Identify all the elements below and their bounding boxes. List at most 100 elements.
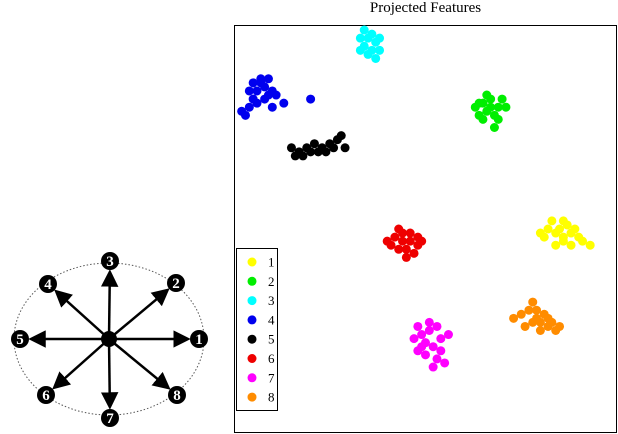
legend-label-4: 4 [268,312,275,327]
point-series-7-2 [424,326,434,335]
point-series-8-1 [516,309,526,319]
point-series-2-10 [493,114,503,124]
direction-node-5 [11,330,29,348]
direction-label-5: 5 [16,332,24,348]
point-series-7-8 [421,350,430,360]
legend-label-2: 2 [268,274,275,289]
point-series-6-2 [398,236,408,246]
direction-arrow-2 [108,288,170,340]
point-series-7-9 [432,354,442,364]
point-series-8-15 [532,313,542,323]
legend-label-6: 6 [268,351,275,366]
direction-label-4: 4 [44,277,52,293]
legend-box [236,248,278,411]
direction-arrow-6 [52,338,110,390]
point-series-5-3 [309,139,319,149]
legend-marker-5 [247,334,257,344]
legend-marker-1 [247,257,257,267]
point-series-8-12 [528,297,538,307]
point-series-5-11 [321,147,331,157]
direction-compass: 1 2 3 4 5 6 7 8 [11,252,208,427]
direction-arrow-8 [108,338,171,390]
point-series-3-0 [355,33,365,43]
point-series-6-5 [394,244,404,254]
direction-label-6: 6 [42,388,50,404]
point-series-1-13 [551,240,561,250]
point-series-8-9 [520,321,530,331]
point-series-4-11 [256,74,266,84]
point-series-2-6 [497,94,507,104]
direction-label-1: 1 [195,332,203,348]
point-series-4-8 [252,98,262,108]
point-series-6-7 [409,248,419,258]
point-series-2-13 [489,123,499,132]
legend-marker-4 [247,315,257,325]
legend-label-8: 8 [268,390,275,405]
point-series-1-14 [539,232,549,242]
point-series-4-18 [244,86,254,96]
point-series-4-17 [263,74,273,84]
point-series-1-10 [570,224,580,234]
point-series-4-12 [248,78,258,88]
point-series-4-5 [260,82,270,92]
point-series-2-9 [478,114,488,124]
direction-node-6 [37,386,55,404]
point-series-1-15 [566,240,576,250]
legend-label-3: 3 [268,293,275,308]
point-series-3-5 [375,33,385,43]
point-series-6-1 [390,232,400,242]
point-series-6-10 [405,228,415,238]
point-series-6-12 [401,252,411,262]
point-series-8-2 [524,305,534,315]
point-series-4-13 [240,110,250,120]
point-series-8-13 [543,313,553,323]
point-series-8-14 [555,321,565,331]
direction-arrow-3 [100,269,119,340]
point-series-6-14 [413,232,423,242]
legend-marker-2 [247,276,257,286]
point-series-5-8 [290,151,300,161]
legend-marker-3 [247,296,257,306]
legend-label-7: 7 [268,370,275,385]
point-series-7-16 [413,321,423,331]
point-series-7-5 [428,342,438,352]
direction-arrow-7 [100,338,119,410]
point-series-7-11 [428,362,438,372]
direction-label-8: 8 [173,388,181,404]
point-series-6-8 [386,240,396,250]
point-series-3-9 [375,45,385,55]
point-series-7-6 [436,346,446,356]
point-series-7-0 [409,334,419,344]
point-series-1-11 [578,236,588,246]
point-series-3-3 [367,29,377,39]
point-series-6-6 [401,244,411,254]
point-series-8-10 [535,326,545,335]
point-series-7-1 [417,330,427,340]
point-series-7-12 [417,342,427,352]
point-series-4-15 [267,102,277,112]
point-series-4-16 [306,94,316,104]
point-series-5-13 [336,131,346,141]
point-series-6-13 [394,224,404,234]
direction-node-2 [167,274,185,292]
direction-node-4 [39,275,57,293]
point-series-5-14 [306,147,316,157]
point-series-4-10 [271,90,281,100]
point-series-1-1 [543,224,553,234]
point-series-2-4 [482,106,492,116]
point-series-5-7 [340,143,350,153]
point-series-3-11 [359,25,369,35]
point-series-1-12 [585,240,595,250]
direction-label-3: 3 [106,254,114,270]
direction-label-7: 7 [106,411,114,427]
legend-marker-6 [247,354,257,363]
direction-node-7 [101,409,119,427]
point-series-2-14 [474,98,484,108]
chart-title: Projected Features [369,0,482,16]
point-series-5-10 [313,147,323,157]
direction-node-8 [168,386,186,404]
point-series-3-10 [355,45,365,55]
legend-label-1: 1 [268,255,275,270]
point-series-5-0 [286,143,296,153]
